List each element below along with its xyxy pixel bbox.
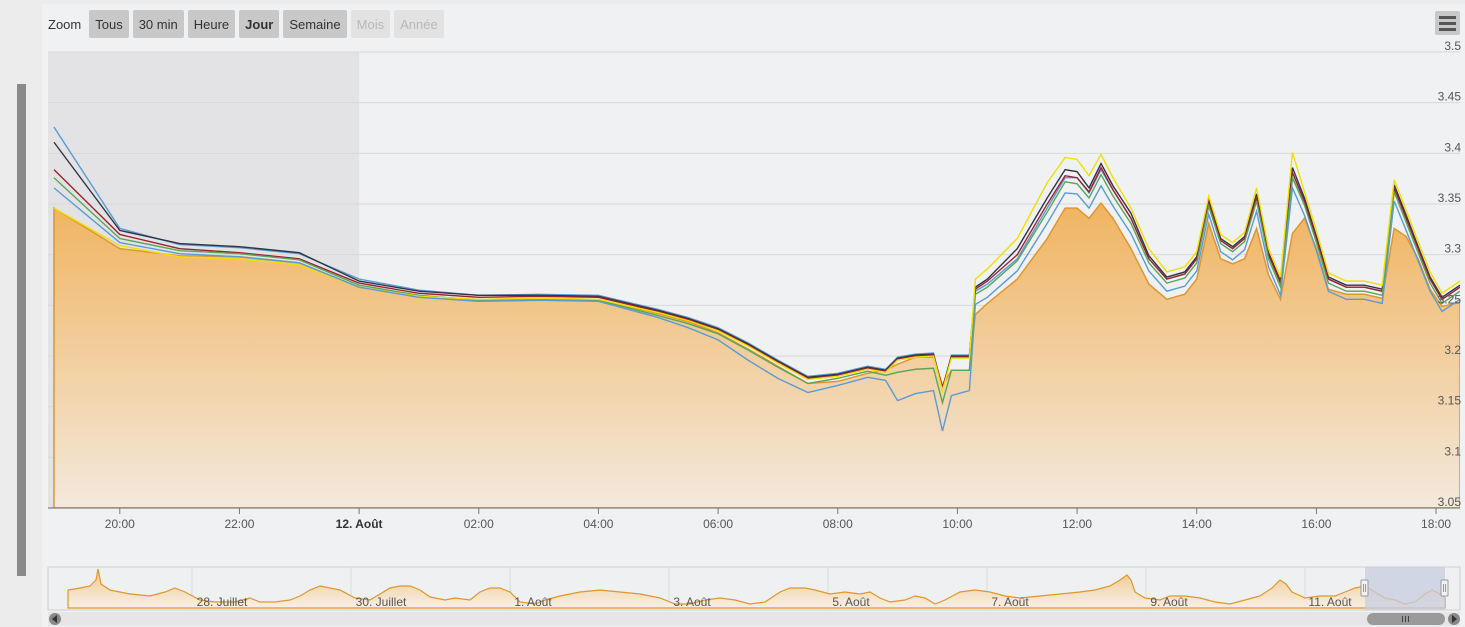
zoom-button-heure[interactable]: Heure xyxy=(187,10,236,38)
navigator-label: 11. Août xyxy=(1308,595,1352,609)
y-tick-label: 3.1 xyxy=(1444,444,1461,458)
zoom-button-tous[interactable]: Tous xyxy=(89,10,129,38)
zoom-button-semaine[interactable]: Semaine xyxy=(283,10,347,38)
y-axis-ticks: 3.05 3.1 3.15 3.2 3.25 3.3 3.35 3.4 3.45 3.5 xyxy=(1438,39,1462,509)
x-tick-label: 14:00 xyxy=(1182,517,1212,531)
y-tick-label: 3.4 xyxy=(1444,140,1461,154)
series-line-5 xyxy=(53,184,1460,432)
x-tick-label: 12:00 xyxy=(1062,517,1092,531)
zoom-button-mois: Mois xyxy=(350,10,391,38)
zoom-button-annee: Année xyxy=(394,10,444,38)
navigator-label: 9. Août xyxy=(1150,595,1188,609)
x-tick-label: 04:00 xyxy=(583,517,613,531)
series-line-4 xyxy=(53,152,1460,394)
navigator-right-handle[interactable] xyxy=(1440,579,1449,597)
x-tick-label: 22:00 xyxy=(224,517,254,531)
x-tick-label: 16:00 xyxy=(1301,517,1331,531)
hamburger-menu-icon[interactable] xyxy=(1435,11,1460,35)
left-scrollbar[interactable] xyxy=(17,84,26,576)
series-line-3 xyxy=(53,173,1460,406)
y-tick-label: 3.3 xyxy=(1444,242,1461,256)
zoom-button-30-min[interactable]: 30 min xyxy=(132,10,184,38)
scrollbar-thumb-grip-icon xyxy=(1402,616,1409,622)
navigator-label: 3. Août xyxy=(673,595,711,609)
zoom-button-jour[interactable]: Jour xyxy=(239,10,280,38)
navigator-label: 7. Août xyxy=(991,595,1029,609)
navigator-label: 30. Juillet xyxy=(356,595,407,609)
x-tick-label: 12. Août xyxy=(336,517,383,531)
y-tick-label: 3.5 xyxy=(1444,39,1461,53)
y-tick-label: 3.25 xyxy=(1438,292,1462,306)
navigator-label: 1. Août xyxy=(514,595,552,609)
navigator-label: 28. Juillet xyxy=(197,595,248,609)
navigator-series xyxy=(67,568,1446,609)
navigator-selected-range[interactable] xyxy=(1365,567,1445,610)
navigator-scrollbar-track[interactable] xyxy=(48,612,1460,626)
navigator-left-handle[interactable] xyxy=(1360,579,1369,597)
y-tick-label: 3.35 xyxy=(1438,191,1462,205)
x-tick-label: 06:00 xyxy=(703,517,733,531)
series-lines xyxy=(53,126,1460,432)
series-line-2 xyxy=(53,166,1460,391)
x-tick-label: 20:00 xyxy=(105,517,135,531)
y-tick-label: 3.45 xyxy=(1438,90,1462,104)
y-tick-label: 3.15 xyxy=(1438,394,1462,408)
x-tick-label: 18:00 xyxy=(1421,517,1451,531)
zoom-label: Zoom xyxy=(48,16,82,32)
y-tick-label: 3.2 xyxy=(1444,343,1461,357)
scrollbar-right-arrow-icon[interactable] xyxy=(1448,613,1460,625)
zoom-toolbar: Zoom Tous 30 min Heure Jour Semaine Mois… xyxy=(48,9,444,39)
x-tick-label: 10:00 xyxy=(942,517,972,531)
navigator-label: 5. Août xyxy=(832,595,870,609)
x-axis-ticks: 20:00 22:00 12. Août 02:00 04:00 06:00 08:00 10… xyxy=(105,508,1451,531)
x-tick-label: 08:00 xyxy=(823,517,853,531)
x-tick-label: 02:00 xyxy=(464,517,494,531)
navigator-labels: 28. Juillet 30. Juillet 1. Août 3. Août 5. A… xyxy=(197,595,1353,609)
y-tick-label: 3.05 xyxy=(1438,495,1462,509)
scrollbar-left-arrow-icon[interactable] xyxy=(49,613,61,625)
